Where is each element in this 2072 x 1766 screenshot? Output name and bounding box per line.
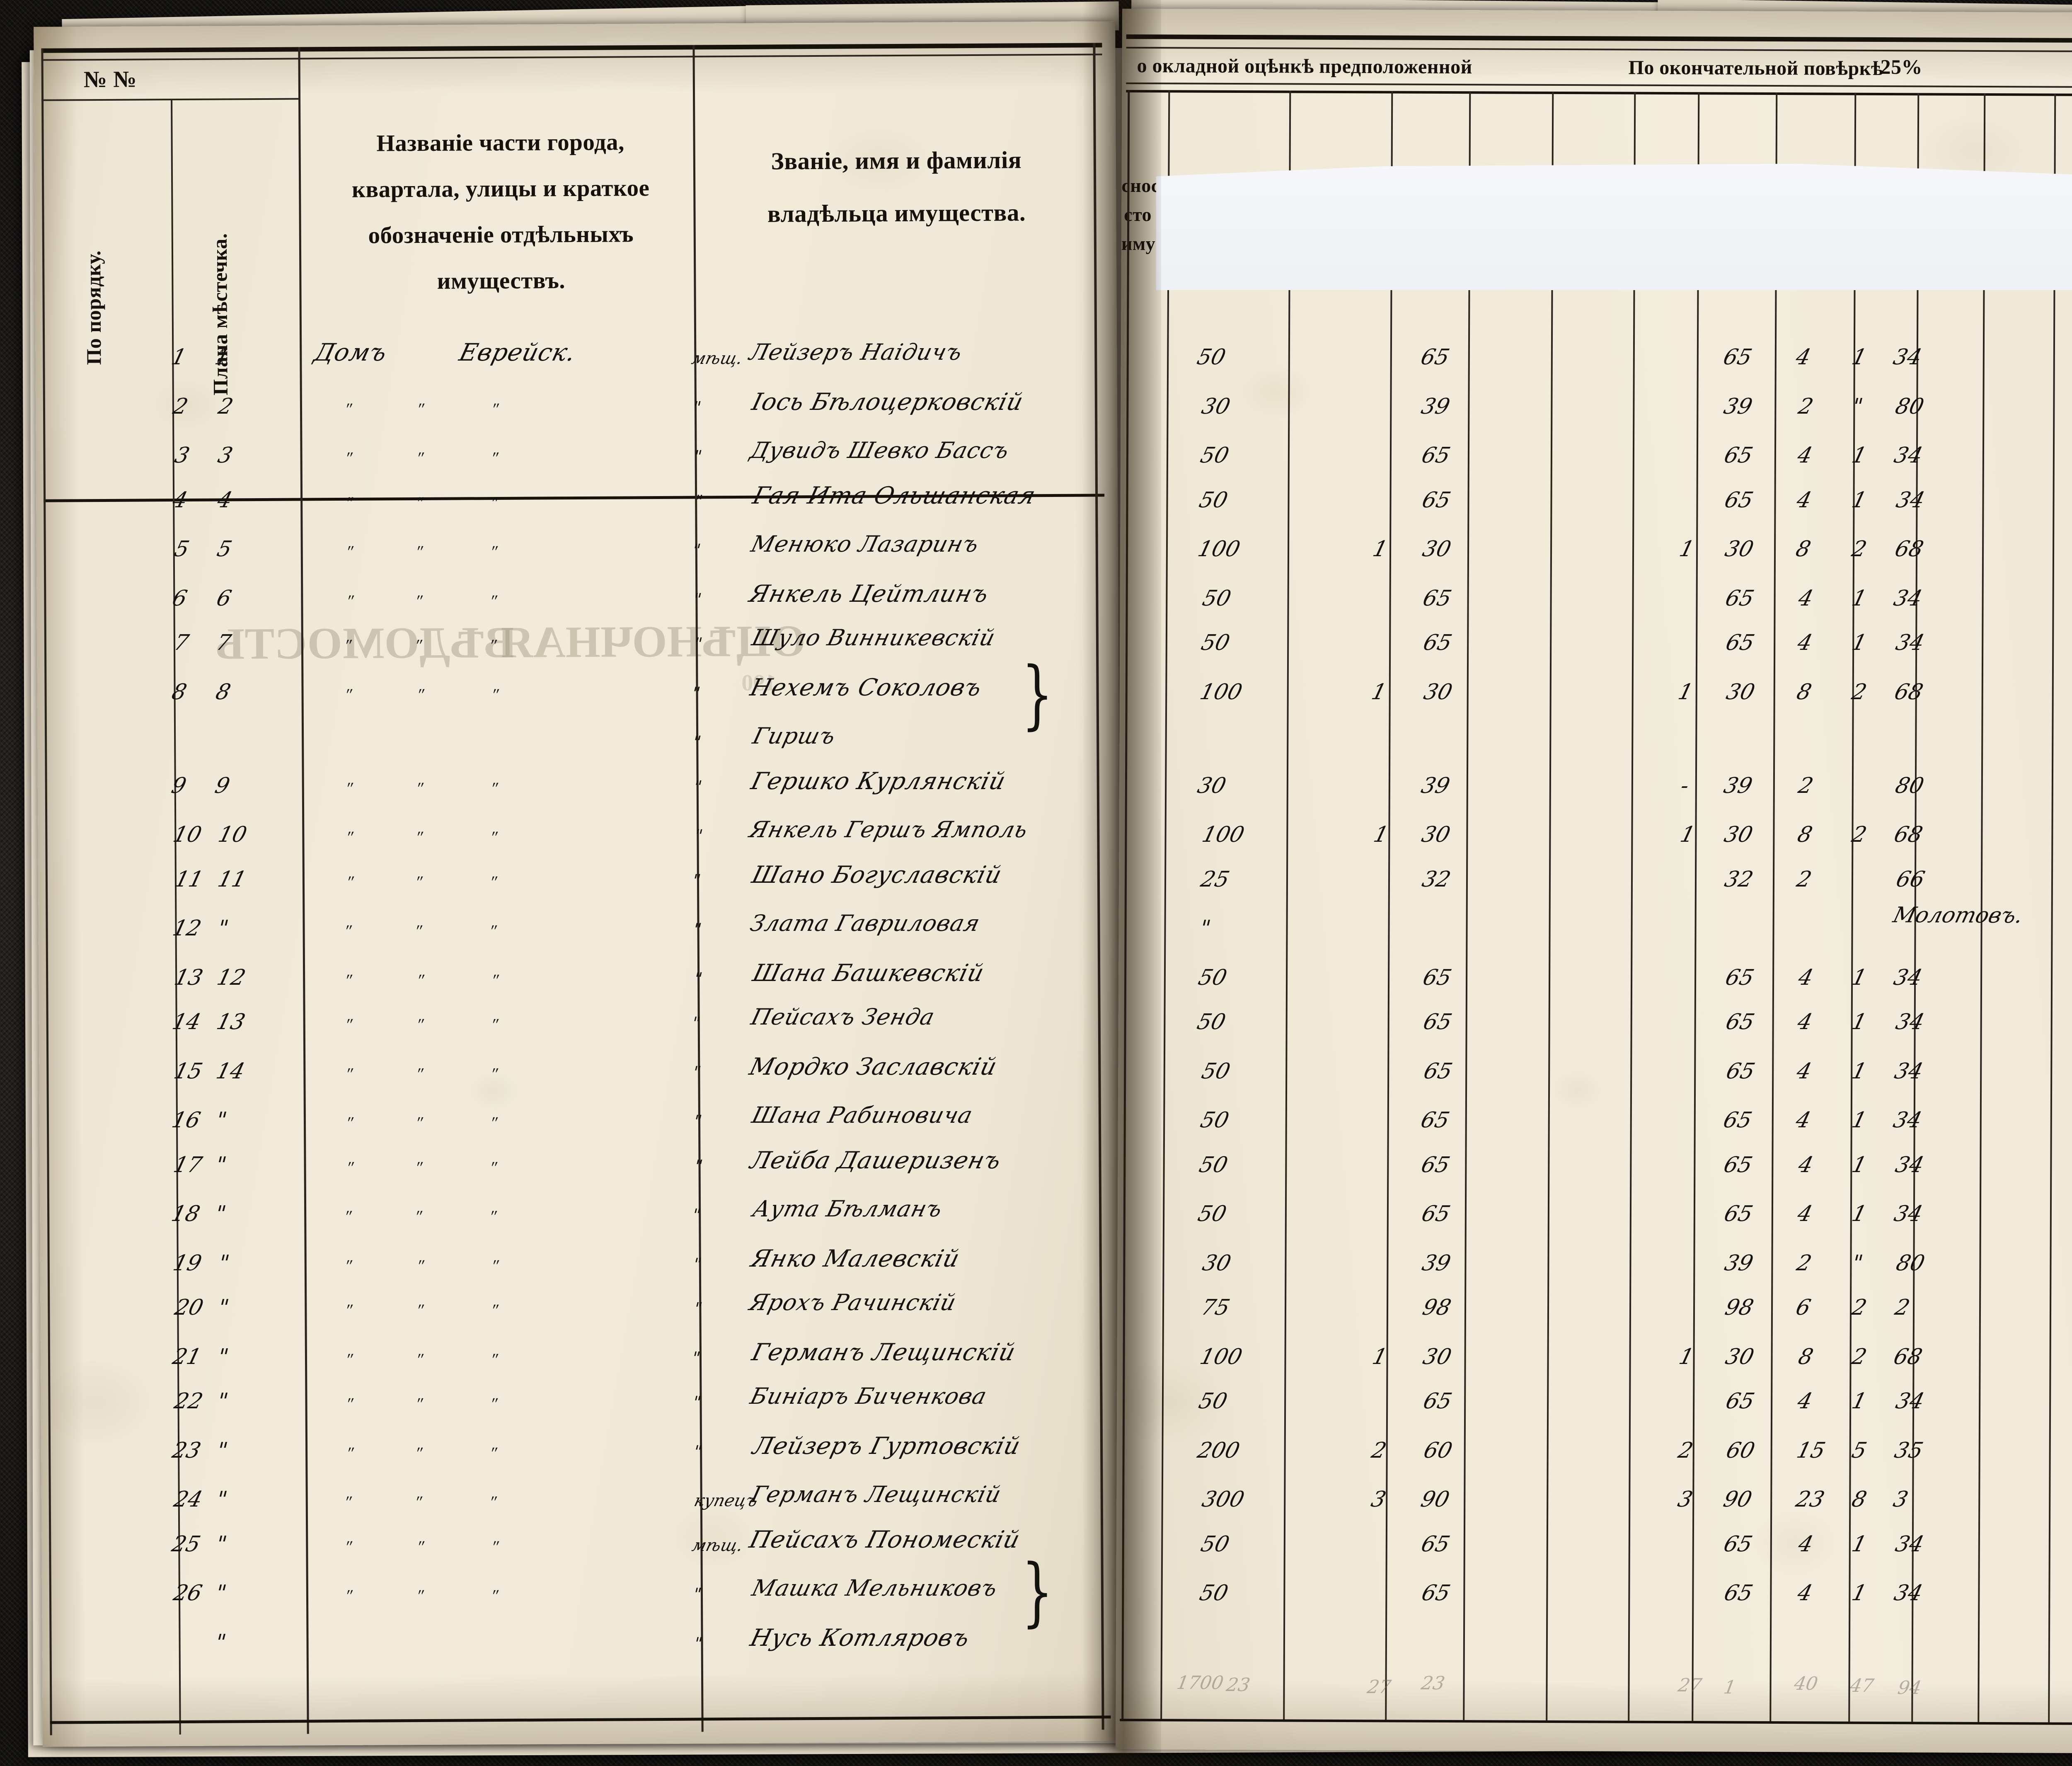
rule-assessed-right (1283, 90, 1291, 1720)
cell-owner-name: Ярохъ Рачинскiй (747, 1289, 959, 1315)
cell-assessed-value: 100 (1197, 679, 1245, 705)
cell-owner-name: Шано Богуславскiй (749, 861, 1005, 889)
cell-location-type: Домъ (311, 338, 390, 366)
table-top-rule (41, 43, 1102, 53)
cell-owner-name: Бинiаръ Биченкова (748, 1383, 990, 1409)
showthrough-title: ВѢДОМОСТЬ (215, 618, 514, 669)
cell-owner-name: Лейба Дашеризенъ (747, 1146, 1004, 1174)
cell-assessed-value: 200 (1195, 1438, 1242, 1463)
cell-owner-name: Германъ Лещинскiй (748, 1481, 1004, 1507)
column-total: 47 (1848, 1675, 1876, 1696)
cell-owner-name: Янкель Гершъ Ямполь (747, 816, 1031, 843)
cell-assessed-value: 100 (1197, 1344, 1245, 1369)
row-pair-brace: } (1021, 1549, 1053, 1635)
cell-owner-name: Пейсахъ Зенда (748, 1004, 938, 1030)
rule-mid-2 (1628, 92, 1636, 1721)
rule-kop-right (1463, 91, 1471, 1720)
col-header-location: Названіе части города, квартала, улицы и… (351, 129, 650, 295)
cell-owner-name: Iось Бѣлоцерковскiй (749, 388, 1026, 416)
cell-owner-name: Шана Рабиновича (749, 1102, 975, 1128)
column-total: 23 (1419, 1673, 1447, 1694)
right-border-left (1121, 90, 1130, 1719)
right-table-top-rule (1126, 34, 2072, 43)
white-paper-overlay (1156, 164, 2072, 290)
right-header-final: По окончательной повѣркѣ (1628, 56, 1883, 80)
margin-note: Молотовъ. (1890, 903, 2026, 928)
cell-owner-name: Пейсахъ Пономескiй (746, 1526, 1023, 1553)
numgroup-label-order: № № (83, 66, 137, 93)
right-header-percent: 25% (1880, 55, 1923, 79)
cell-owner-name: Дувидъ Шевко Бассъ (748, 437, 1012, 463)
cell-owner-name: Мордко Заславскiй (746, 1053, 1000, 1080)
rule-extra-1 (2048, 93, 2056, 1722)
col-header-order: По порядку. (81, 250, 106, 365)
column-total: 27 (1676, 1675, 1704, 1696)
col-rule-plan-location (298, 47, 309, 1734)
cell-assessed-value: 100 (1195, 537, 1243, 562)
cell-owner-name: Янко Малевскiй (748, 1245, 963, 1272)
cell-owner-name: Германъ Лещинскiй (749, 1338, 1019, 1366)
right-header-prelim: о окладной оцѣнкѣ предположенной (1137, 55, 1472, 78)
cell-owner-title: купецъ (692, 1491, 760, 1510)
right-header-stub-c: иму (1121, 233, 1156, 254)
col-header-plan: Плана мѣстечка. (208, 233, 232, 395)
table-left-border (41, 48, 52, 1735)
column-total: 40 (1792, 1673, 1820, 1694)
right-header-bottom (1126, 90, 2072, 97)
column-total: 94 (1896, 1677, 1923, 1698)
table-right-border (1093, 43, 1104, 1730)
table-bottom-rule (50, 1715, 1111, 1724)
cell-owner-name: Шана Башкевскiй (750, 959, 987, 987)
cell-owner-name: Гиршъ (750, 723, 839, 749)
cell-owner-name: Шуло Винникевскiй (749, 625, 998, 651)
cell-owner-name: Гершко Курлянскiй (748, 767, 1009, 795)
cell-owner-name: Лейзеръ Гуртовскiй (750, 1432, 1024, 1460)
col-header-owner: Званіе, имя и фамилія владѣльца имуществ… (767, 146, 1026, 228)
right-table-bottom-rule (1120, 1718, 2072, 1725)
cell-owner-name: Злата Гавриловая (748, 910, 983, 936)
cell-owner-name: Янкель Цейтлинъ (746, 580, 992, 608)
cell-owner-name: Менюко Лазаринъ (748, 531, 982, 557)
rule-mid-1 (1546, 91, 1554, 1720)
right-table-top-rule-2 (1126, 46, 2072, 53)
cell-location-area: Еврейск. (456, 338, 579, 366)
cell-owner-name: Гая-Ита Ольшанская (750, 482, 1039, 509)
right-header-divider (1126, 82, 2072, 88)
table-top-rule-2 (41, 53, 1102, 61)
row-pair-brace: } (1021, 651, 1053, 738)
column-total: 23 (1225, 1674, 1252, 1696)
cell-owner-name: Аута Бѣлманъ (750, 1196, 945, 1222)
cell-owner-name: Нусь Котляровъ (747, 1624, 973, 1652)
rule-final-mid (1769, 92, 1778, 1721)
rule-assessed-left (1160, 90, 1170, 1719)
cell-owner-name: Машка Мельниковъ (749, 1575, 1000, 1601)
cell-owner-name: Лейзеръ Наiдичъ (747, 339, 965, 365)
cell-assessed-value: 300 (1199, 1487, 1247, 1512)
cell-owner-title: мѣщ. (690, 349, 745, 368)
cell-owner-name: Нехемъ Соколовъ (747, 673, 985, 701)
column-total: 1700 (1175, 1672, 1225, 1693)
cell-owner-title: мѣщ. (690, 1536, 745, 1555)
rule-tax-a (1848, 92, 1857, 1722)
numgroup-underline (41, 98, 299, 101)
rule-final-left (1692, 92, 1700, 1721)
rule-rub-kop (1385, 91, 1393, 1720)
cell-assessed-value: 100 (1199, 822, 1247, 847)
column-total: 27 (1365, 1676, 1393, 1698)
